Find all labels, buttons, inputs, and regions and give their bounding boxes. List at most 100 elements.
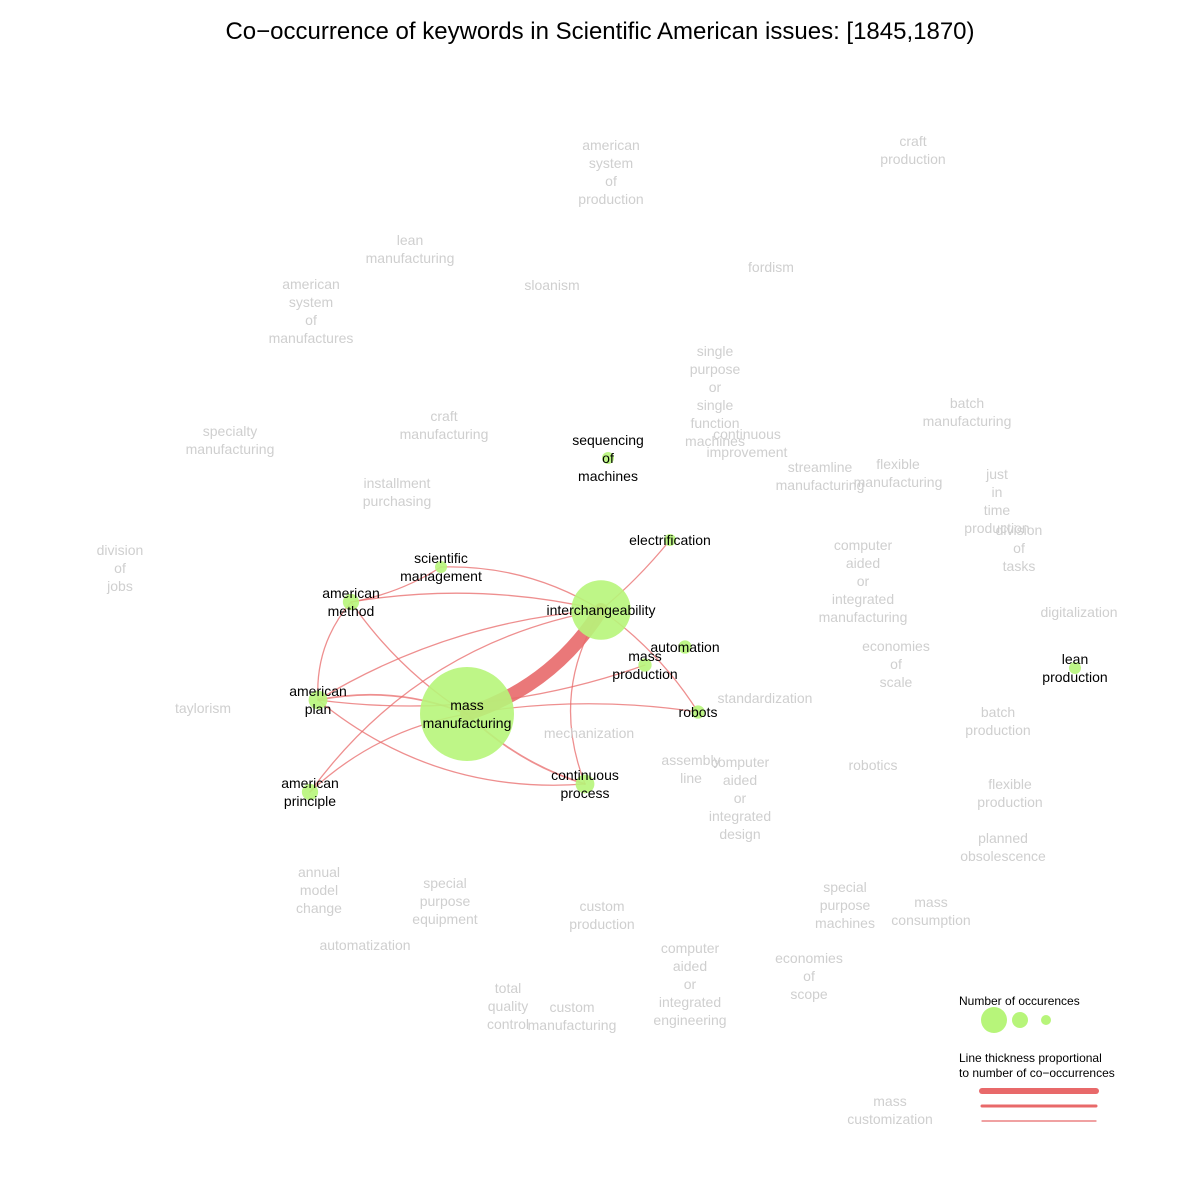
label-line: american	[289, 683, 347, 699]
label-line: production	[612, 666, 677, 682]
node-scientific-management	[435, 561, 447, 573]
label-line: continuous	[551, 767, 619, 783]
label-sloanism: sloanism	[524, 277, 579, 293]
label-line: control	[487, 1016, 529, 1032]
label-scientific-management: scientific management	[400, 550, 482, 584]
label-american-method: american method	[322, 585, 380, 619]
node-electrification	[664, 534, 676, 546]
label-line: single	[697, 343, 734, 359]
label-line: production	[977, 794, 1042, 810]
label-mass-customization: mass customization	[847, 1093, 933, 1127]
node-lean-production	[1069, 662, 1081, 674]
label-line: mechanization	[544, 725, 634, 741]
label-line: installment	[364, 475, 431, 491]
node-interchangeability	[571, 580, 631, 640]
label-line: craft	[899, 133, 926, 149]
label-line: time	[984, 502, 1011, 518]
edge-american-method-american-plan	[317, 601, 352, 701]
label-line: machines	[815, 915, 875, 931]
label-line: division	[97, 542, 144, 558]
label-line: special	[423, 875, 467, 891]
label-line: or	[709, 379, 722, 395]
label-american-system-of-manufactures: american system of manufactures	[269, 276, 354, 346]
label-continuous-process: continuous process	[551, 767, 619, 801]
label-line: computer	[834, 537, 893, 553]
label-line: of	[890, 656, 902, 672]
label-robotics: robotics	[848, 757, 897, 773]
label-line: obsolescence	[960, 848, 1046, 864]
label-line: manufacturing	[819, 609, 908, 625]
label-line: american	[582, 137, 640, 153]
label-line: manufacturing	[400, 426, 489, 442]
label-line: lean	[397, 232, 423, 248]
label-line: just	[985, 466, 1008, 482]
label-mechanization: mechanization	[544, 725, 634, 741]
label-economies-of-scale: economies of scale	[862, 638, 930, 690]
label-line: american	[322, 585, 380, 601]
label-line: of	[114, 560, 126, 576]
label-sequencing-of-machines: sequencing of machines	[572, 432, 644, 484]
label-flexible-manufacturing: flexible manufacturing	[854, 456, 943, 490]
label-line: digitalization	[1040, 604, 1117, 620]
label-line: manufacturing	[854, 474, 943, 490]
label-automation: automation	[650, 639, 719, 655]
label-line: total	[495, 980, 521, 996]
label-line: or	[857, 573, 870, 589]
label-line: american	[281, 775, 339, 791]
label-total-quality-control: total quality control	[487, 980, 529, 1032]
label-line: aided	[723, 772, 757, 788]
label-line: fordism	[748, 259, 794, 275]
label-line: purpose	[820, 897, 871, 913]
label-line: continuous	[713, 426, 781, 442]
label-custom-manufacturing: custom manufacturing	[528, 999, 617, 1033]
label-standardization: standardization	[718, 690, 813, 706]
label-line: system	[289, 294, 333, 310]
label-line: of	[803, 968, 815, 984]
label-line: automatization	[319, 937, 410, 953]
label-line: craft	[430, 408, 457, 424]
label-automatization: automatization	[319, 937, 410, 953]
label-line: customization	[847, 1111, 933, 1127]
label-line: purpose	[420, 893, 471, 909]
label-line: principle	[284, 793, 336, 809]
label-robots: robots	[679, 704, 718, 720]
label-line: purpose	[690, 361, 741, 377]
label-batch-production: batch production	[965, 704, 1030, 738]
label-line: american	[282, 276, 340, 292]
label-line: specialty	[203, 423, 257, 439]
label-lean-manufacturing: lean manufacturing	[366, 232, 455, 266]
label-line: manufacturing	[776, 477, 865, 493]
label-line: division	[996, 522, 1043, 538]
legend-size-small	[1041, 1015, 1051, 1025]
labels-layer: mass manufacturing interchangeability conti…	[97, 133, 1118, 1127]
label-line: mass	[873, 1093, 906, 1109]
label-line: economies	[775, 950, 843, 966]
label-line: function	[690, 415, 739, 431]
label-line: scale	[880, 674, 913, 690]
edge-interchangeability-american-method	[350, 592, 602, 611]
label-lean-production: lean production	[1042, 651, 1107, 685]
label-interchangeability: interchangeability	[547, 602, 656, 618]
label-line: taylorism	[175, 700, 231, 716]
node-american-plan	[308, 690, 328, 710]
label-special-purpose-machines: special purpose machines	[815, 879, 875, 931]
label-line: manufacturing	[186, 441, 275, 457]
label-line: line	[680, 770, 702, 786]
chart-title: Co−occurrence of keywords in Scientific …	[225, 18, 974, 45]
label-fordism: fordism	[748, 259, 794, 275]
label-just-in-time: just in time production	[964, 466, 1029, 536]
node-sequencing-of-machines	[602, 452, 614, 464]
label-line: lean	[1062, 651, 1088, 667]
label-line: purchasing	[363, 493, 432, 509]
label-line: integrated	[832, 591, 894, 607]
node-mass-production	[638, 658, 652, 672]
label-line: special	[823, 879, 867, 895]
label-line: mass	[450, 697, 483, 713]
label-line: planned	[978, 830, 1028, 846]
label-cai-manufacturing: computer aided or integrated manufacturing	[819, 537, 908, 625]
label-line: robotics	[848, 757, 897, 773]
label-line: streamline	[788, 459, 853, 475]
label-line: computer	[711, 754, 770, 770]
label-line: production	[569, 916, 634, 932]
edge-american-plan-continuous-process	[317, 699, 586, 786]
